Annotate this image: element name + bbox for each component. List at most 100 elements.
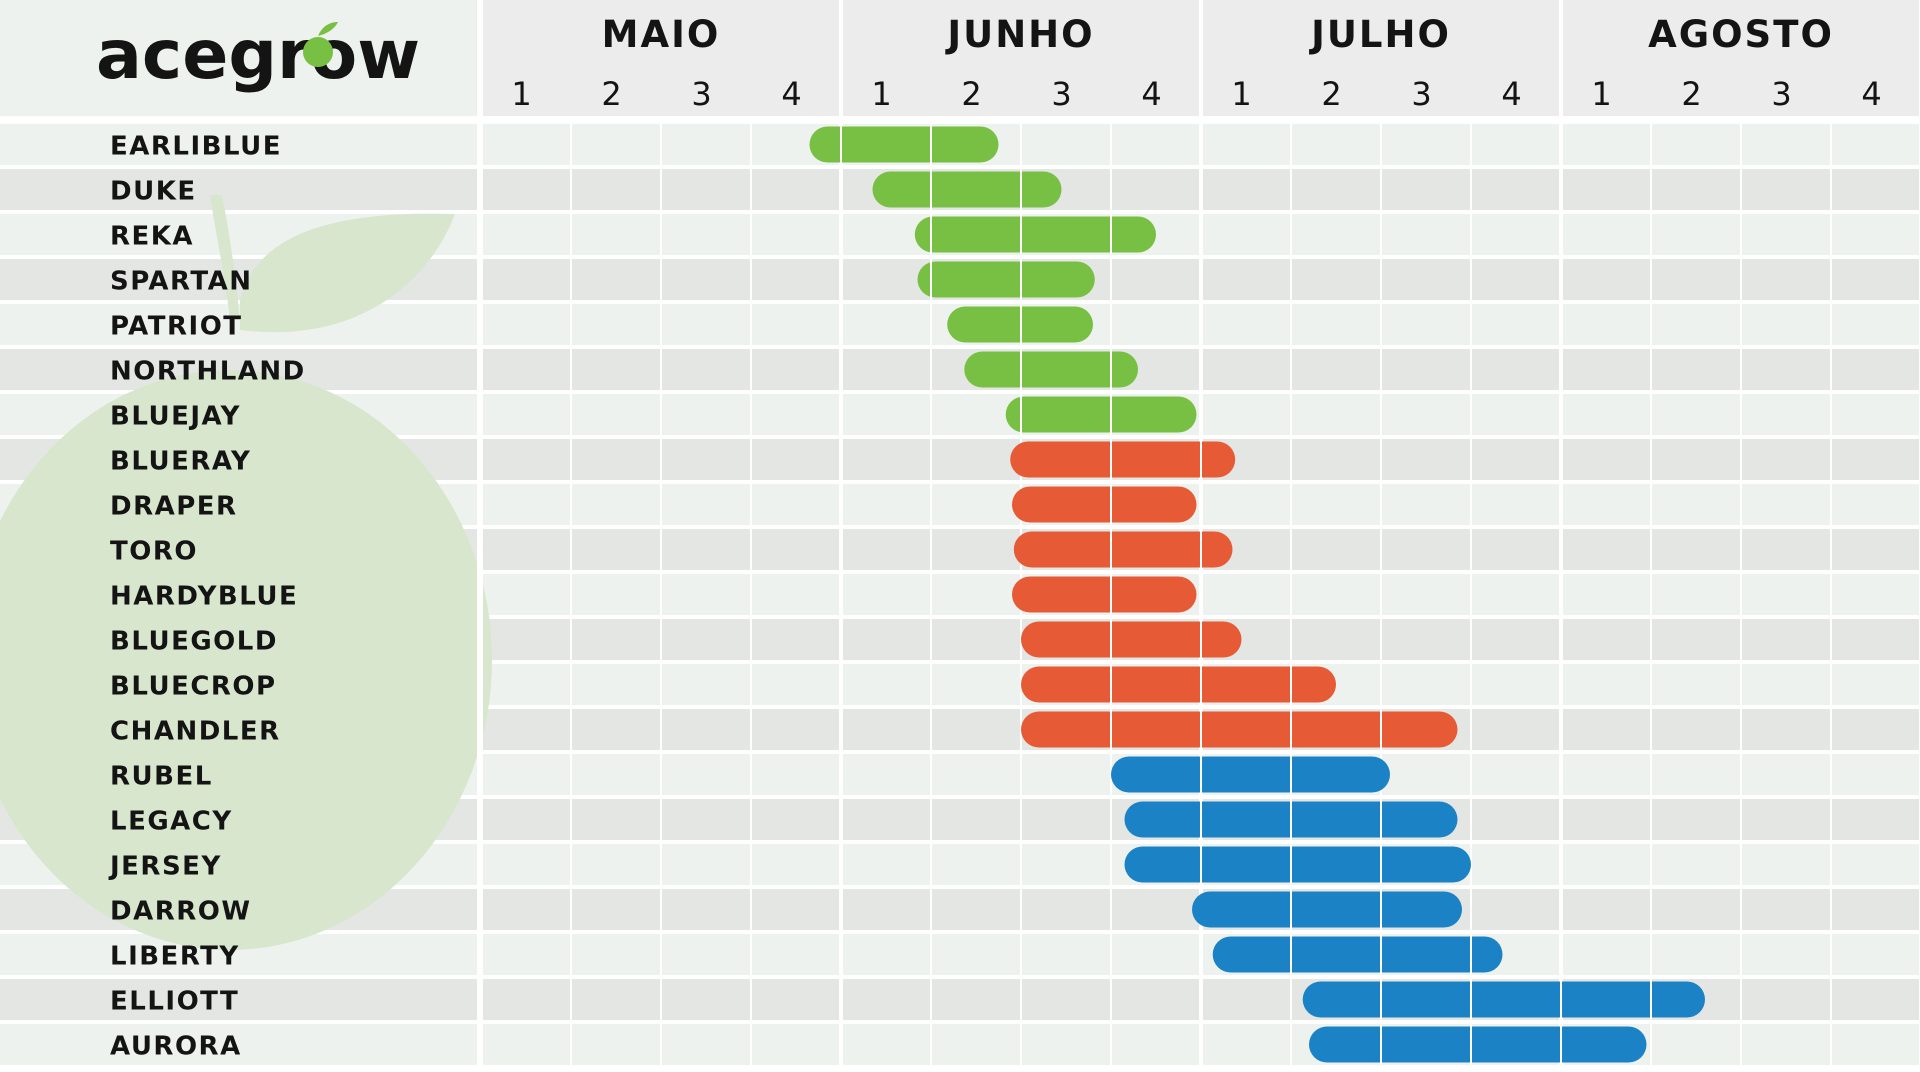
month-labels: MAIO JUNHO JULHO AGOSTO [602,13,1832,56]
bar-week-divider [1200,666,1202,703]
bar-week-divider [1290,846,1292,883]
variety-label: LIBERTY [110,942,240,972]
bar-week-divider [1110,576,1112,613]
bar-week-divider [1200,801,1202,838]
variety-label: TORO [110,537,198,567]
bar-week-divider [1470,936,1472,973]
bar-week-divider [1650,981,1652,1018]
bar-week-divider [1200,846,1202,883]
harvest-bar [964,351,1138,388]
bar-week-divider [1020,261,1022,298]
variety-labels: EARLIBLUE DUKE REKA SPARTAN PATRIOT NORTHLAND… [108,132,304,1062]
variety-label: CHANDLER [110,717,281,747]
bar-week-divider [1290,756,1292,793]
bar-week-divider [930,171,932,208]
bar-week-divider [1110,441,1112,478]
bar-week-divider [1020,396,1022,433]
month-divider [839,0,843,1068]
apple-watermark-icon [0,195,492,950]
bar-week-divider [1470,1026,1472,1063]
logo-header-panel [0,0,476,118]
bar-week-divider [1560,981,1562,1018]
bar-week-divider [1290,666,1292,703]
variety-label: JERSEY [108,852,222,882]
bar-week-divider [1290,801,1292,838]
harvest-bar [1010,441,1236,478]
week-tick-label: 3 [691,75,711,113]
variety-label: AURORA [110,1032,242,1062]
bar-week-divider [1200,621,1202,658]
bar-week-divider [1020,306,1022,343]
bar-week-divider [1380,801,1382,838]
harvest-bar [914,216,1156,253]
week-tick-label: 3 [1771,75,1791,113]
bar-week-divider [840,126,842,163]
harvest-bars [809,126,1705,1063]
bar-week-divider [1110,486,1112,523]
week-tick-label: 3 [1051,75,1071,113]
harvest-bar [809,126,999,163]
month-divider [479,0,483,1068]
week-gridline [1380,118,1382,1068]
variety-label: ELLIOTT [110,987,239,1017]
week-tick-label: 2 [1321,75,1341,113]
variety-label: PATRIOT [110,312,243,342]
week-tick-label: 2 [961,75,981,113]
bar-week-divider [930,216,932,253]
week-tick-label: 3 [1411,75,1431,113]
week-gridline [570,118,572,1068]
bar-week-divider [1110,711,1112,748]
brand-name: acegrow [96,16,420,95]
bar-week-divider [1020,171,1022,208]
harvest-bar [1212,936,1503,973]
week-gridline [660,118,662,1068]
month-label: MAIO [602,13,721,56]
week-tick-label: 1 [871,75,891,113]
week-tick-label: 4 [1141,75,1161,113]
bar-week-divider [1110,666,1112,703]
variety-label: BLUECROP [110,672,277,702]
week-gridline [1470,118,1472,1068]
bar-week-divider [1380,711,1382,748]
week-gridline [1290,118,1292,1068]
variety-label: DARROW [110,897,252,927]
variety-label: REKA [110,222,194,252]
variety-label: BLUEGOLD [110,627,278,657]
bar-week-divider [1380,981,1382,1018]
bar-week-divider [1110,216,1112,253]
bar-week-divider [1290,891,1292,928]
week-tick-label: 1 [1591,75,1611,113]
bar-week-divider [930,261,932,298]
harvest-bar [1012,486,1197,523]
bar-week-divider [1290,936,1292,973]
variety-label: BLUEJAY [110,402,241,432]
bar-week-divider [1380,1026,1382,1063]
variety-label: HARDYBLUE [110,582,298,612]
month-label: JULHO [1308,13,1451,56]
harvest-bar [1013,531,1233,568]
harvest-bar [917,261,1095,298]
variety-label: LEGACY [110,807,233,837]
month-label: JUNHO [944,13,1094,56]
harvest-bar [1302,981,1705,1018]
bar-week-divider [1380,846,1382,883]
bar-week-divider [1200,441,1202,478]
week-gridline [1740,118,1742,1068]
bar-week-dividers [840,126,1652,1063]
week-gridline [930,118,932,1068]
variety-label: BLUERAY [110,447,251,477]
logo-apple-icon [303,22,338,67]
bar-week-divider [1110,531,1112,568]
acegrow-logo: acegrow [96,16,420,95]
variety-label: DRAPER [110,492,238,522]
week-tick-label: 4 [1861,75,1881,113]
week-gridline [1650,118,1652,1068]
variety-label: DUKE [110,177,197,207]
bar-week-divider [1020,351,1022,388]
harvest-bar [1192,891,1462,928]
week-labels: 1 2 3 4 1 2 3 4 1 2 3 4 1 2 3 4 [511,75,1881,113]
harvest-bar [1309,1026,1647,1063]
row-stripe [0,934,1920,975]
